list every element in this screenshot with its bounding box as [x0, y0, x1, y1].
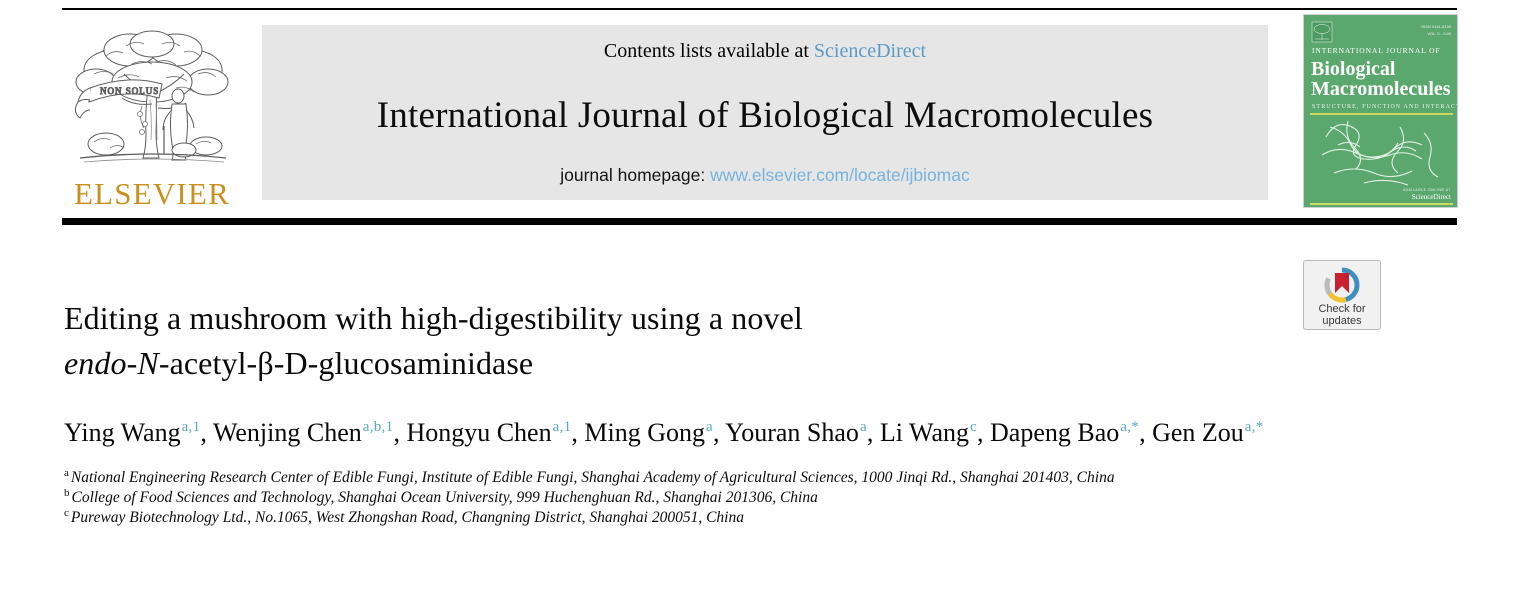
journal-masthead: NON SOLUS E	[62, 14, 1458, 209]
contents-lists-prefix: Contents lists available at	[603, 40, 814, 62]
author-list: Ying Wanga,1, Wenjing Chena,b,1, Hongyu …	[64, 415, 1294, 451]
author-entry: Li Wangc,	[880, 418, 990, 447]
author-name: Wenjing Chen	[212, 418, 362, 447]
author-entry: Ming Gonga,	[584, 418, 725, 447]
crossmark-badge[interactable]: Check for updates	[1303, 260, 1381, 330]
author-name: Ying Wang	[64, 418, 181, 447]
paper-title-line2-rest: -acetyl-β-D-glucosaminidase	[158, 345, 534, 381]
author-entry: Gen Zoua,*	[1152, 418, 1264, 447]
affiliation-row: b College of Food Sciences and Technology…	[64, 486, 1294, 508]
masthead-grey-panel: Contents lists available at ScienceDirec…	[262, 25, 1268, 200]
sciencedirect-link[interactable]: ScienceDirect	[813, 40, 927, 62]
journal-homepage-label: journal homepage:	[560, 165, 711, 185]
author-affiliation-marker[interactable]: a	[859, 419, 867, 436]
author-name: Dapeng Bao	[990, 418, 1120, 447]
journal-homepage-link[interactable]: www.elsevier.com/locate/ijbiomac	[710, 165, 970, 185]
author-affiliation-marker[interactable]: c	[970, 419, 978, 436]
svg-text:NON SOLUS: NON SOLUS	[100, 86, 159, 96]
affiliation-text: National Engineering Research Center of …	[70, 469, 1115, 486]
svg-text:ISSN 0141-8130: ISSN 0141-8130	[1421, 24, 1451, 29]
header-top-rule	[62, 8, 1457, 10]
journal-cover-thumbnail[interactable]: ISSN 0141-8130 VOL. 0 - 0.00 INTERNATION…	[1303, 14, 1458, 208]
svg-text:AVAILABLE ONLINE AT: AVAILABLE ONLINE AT	[1403, 188, 1451, 192]
svg-text:INTERNATIONAL JOURNAL OF: INTERNATIONAL JOURNAL OF	[1312, 46, 1441, 55]
article-header: Editing a mushroom with high-digestibili…	[64, 296, 1294, 528]
author-affiliation-marker[interactable]: a,*	[1244, 419, 1264, 436]
author-name: Hongyu Chen	[406, 418, 552, 447]
affiliation-row: c Pureway Biotechnology Ltd., No.1065, We…	[64, 506, 1294, 528]
svg-text:STRUCTURE, FUNCTION AND INTERA: STRUCTURE, FUNCTION AND INTERACTIONS	[1312, 104, 1458, 110]
affiliation-list: a National Engineering Research Center of…	[64, 466, 1294, 528]
author-affiliation-marker[interactable]: a,*	[1120, 419, 1140, 436]
journal-title: International Journal of Biological Macr…	[376, 95, 1154, 136]
author-name: Li Wang	[879, 418, 970, 447]
author-entry: Dapeng Baoa,*,	[990, 418, 1152, 447]
affiliation-text: College of Food Sciences and Technology,…	[71, 489, 818, 506]
author-separator: ,	[1139, 418, 1153, 447]
svg-text:VOL. 0 - 0.00: VOL. 0 - 0.00	[1427, 31, 1452, 36]
author-separator: ,	[977, 418, 991, 447]
author-entry: Hongyu Chena,1,	[406, 418, 584, 447]
elsevier-logo: NON SOLUS E	[62, 26, 242, 212]
crossmark-label: Check for updates	[1304, 303, 1380, 327]
author-entry: Ying Wanga,1,	[64, 418, 213, 447]
svg-text:Biological: Biological	[1311, 58, 1396, 80]
page-title: Editing a mushroom with high-digestibili…	[64, 296, 1294, 386]
affiliation-row: a National Engineering Research Center of…	[64, 466, 1294, 488]
crossmark-icon	[1323, 266, 1361, 304]
elsevier-tree-icon: NON SOLUS	[66, 26, 238, 176]
author-entry: Wenjing Chena,b,1,	[213, 418, 407, 447]
crossmark-label-line2: updates	[1322, 315, 1362, 327]
svg-text:ScienceDirect: ScienceDirect	[1412, 193, 1451, 201]
elsevier-wordmark: ELSEVIER	[74, 176, 230, 211]
svg-text:Macromolecules: Macromolecules	[1311, 78, 1451, 100]
journal-homepage-line: journal homepage: www.elsevier.com/locat…	[262, 165, 1268, 186]
author-entry: Youran Shaoa,	[725, 418, 880, 447]
author-separator: ,	[571, 418, 585, 447]
author-separator: ,	[866, 418, 880, 447]
author-separator: ,	[713, 418, 726, 447]
author-affiliation-marker[interactable]: a	[706, 419, 714, 436]
header-bottom-rule	[62, 218, 1457, 225]
author-name: Youran Shao	[725, 418, 859, 447]
paper-title-line1: Editing a mushroom with high-digestibili…	[64, 300, 803, 336]
author-affiliation-marker[interactable]: a,1	[552, 419, 572, 436]
author-name: Gen Zou	[1152, 418, 1244, 447]
author-name: Ming Gong	[584, 418, 706, 447]
contents-lists-line: Contents lists available at ScienceDirec…	[262, 40, 1268, 63]
author-separator: ,	[393, 418, 407, 447]
crossmark-label-line1: Check for	[1318, 303, 1366, 315]
author-affiliation-marker[interactable]: a,b,1	[362, 419, 394, 436]
affiliation-text: Pureway Biotechnology Ltd., No.1065, Wes…	[70, 509, 744, 526]
author-affiliation-marker[interactable]: a,1	[181, 419, 201, 436]
paper-title-line2-italic: endo-N	[64, 345, 159, 381]
affiliation-marker: c	[64, 506, 69, 519]
author-separator: ,	[200, 418, 213, 447]
affiliation-marker: a	[64, 466, 69, 479]
affiliation-marker: b	[64, 486, 70, 499]
